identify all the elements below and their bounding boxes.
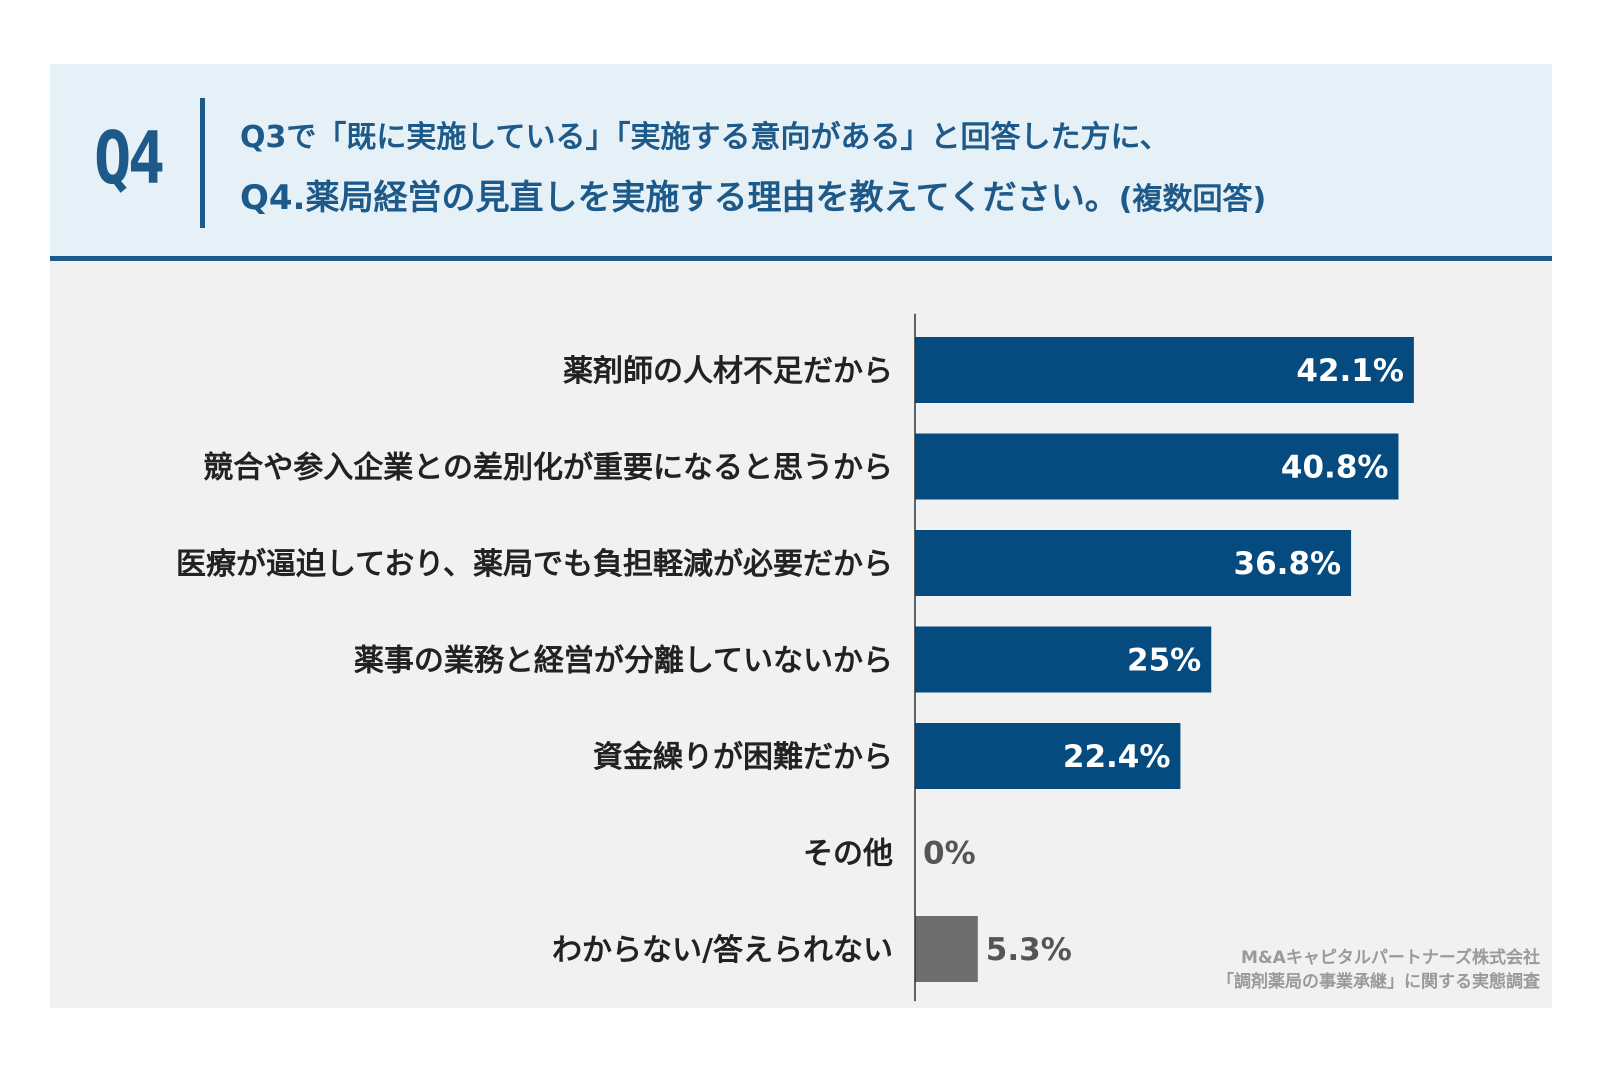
value-label: 5.3% [986, 932, 1072, 968]
value-label: 0% [923, 836, 976, 872]
value-label: 25% [1127, 643, 1201, 679]
bar [915, 916, 978, 982]
bar [915, 337, 1414, 403]
value-label: 40.8% [1281, 450, 1389, 486]
question-number: Q4 [94, 116, 165, 200]
bar [915, 626, 1212, 693]
value-label: 22.4% [1063, 739, 1171, 775]
source-survey: 「調剤薬局の事業承継」に関する実態調査 [1217, 972, 1540, 992]
value-label: 36.8% [1234, 546, 1342, 582]
bar [915, 723, 1181, 789]
value-label: 42.1% [1296, 353, 1404, 389]
category-label: 薬剤師の人材不足だから [563, 354, 893, 389]
question-title-main: Q4.薬局経営の見直しを実施する理由を教えてください。 [240, 178, 1119, 218]
question-header: Q4 Q3で「既に実施している」「実施する意向がある」と回答した方に、 Q4.薬… [50, 64, 1552, 261]
question-lead: Q3で「既に実施している」「実施する意向がある」と回答した方に、 [240, 120, 1170, 155]
bar [915, 433, 1399, 500]
category-label: 薬事の業務と経営が分離していないから [354, 644, 893, 679]
bar [915, 530, 1352, 596]
header-divider [200, 98, 205, 228]
source-credit: M&Aキャピタルパートナーズ株式会社 「調剤薬局の事業承継」に関する実態調査 [1217, 946, 1540, 994]
question-note: (複数回答) [1118, 182, 1267, 217]
question-title: Q4.薬局経営の見直しを実施する理由を教えてください。(複数回答) [240, 170, 1266, 219]
category-label: わからない/答えられない [552, 933, 893, 968]
source-company: M&Aキャピタルパートナーズ株式会社 [1240, 948, 1540, 968]
category-label: 競合や参入企業との差別化が重要になると思うから [203, 451, 893, 486]
category-label: 医療が逼迫しており、薬局でも負担軽減が必要だから [176, 547, 893, 582]
category-label: その他 [803, 837, 893, 872]
category-label: 資金繰りが困難だから [593, 740, 893, 775]
